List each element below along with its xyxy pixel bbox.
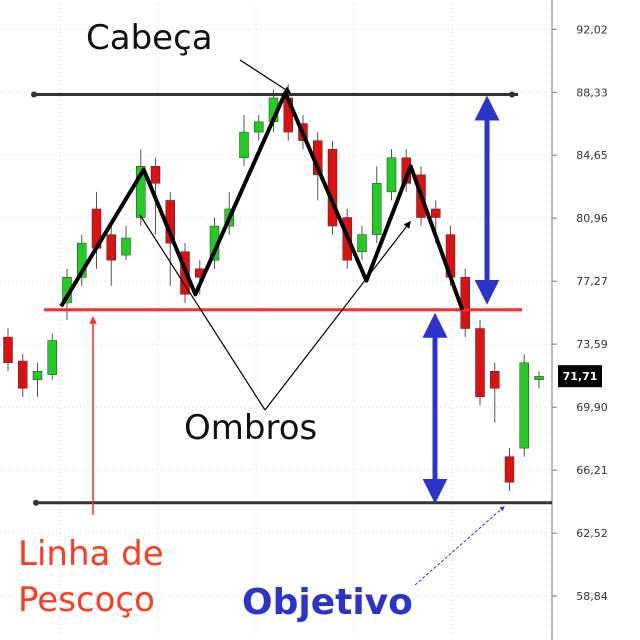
- y-tick-label: 58,84: [576, 590, 608, 603]
- y-tick-label: 84,65: [576, 149, 608, 162]
- candles: [3, 84, 544, 491]
- neckline-label-line2: Pescoço: [18, 580, 155, 620]
- candle-up: [77, 242, 87, 278]
- shoulders-label: Ombros: [184, 408, 318, 448]
- candle-up: [372, 183, 382, 235]
- y-tick-label: 73,59: [576, 338, 608, 351]
- candle-down: [504, 456, 515, 483]
- head-line-dot-right: [509, 91, 515, 98]
- y-tick-label: 80,96: [576, 212, 608, 225]
- last-price-label: 71,71: [563, 370, 598, 383]
- target-label: Objetivo: [242, 582, 413, 623]
- shoulder-pointer-right: [264, 220, 411, 411]
- candle-up: [47, 340, 57, 375]
- candle-up: [254, 121, 264, 133]
- y-tick-label: 62,52: [576, 527, 608, 540]
- y-tick-label: 69,90: [576, 401, 608, 414]
- neckline-label-line1: Linha de: [18, 534, 164, 574]
- candle-up: [519, 362, 529, 449]
- head-line-dot-left: [31, 91, 37, 98]
- candle-down: [490, 370, 500, 389]
- price-axis: 92,02 88,33 84,65 80,96 77,27 73,59 69,90 66,21…: [551, 0, 608, 640]
- y-tick-label: 77,27: [576, 275, 608, 288]
- candle-up: [239, 131, 249, 158]
- candle-down: [460, 277, 470, 329]
- candle-up: [32, 370, 43, 381]
- candle-up: [357, 234, 367, 252]
- head-pointer: [239, 59, 292, 94]
- candle-down: [3, 336, 13, 363]
- candle-down: [150, 166, 161, 184]
- candle-up: [386, 157, 397, 193]
- head-label: Cabeça: [86, 18, 213, 58]
- pattern-overlay: 71,71: [31, 59, 602, 586]
- candle-up: [121, 237, 131, 256]
- y-tick-label: 88,33: [576, 86, 608, 99]
- candle-up: [534, 376, 544, 381]
- candle-down: [431, 208, 441, 218]
- shoulder-pointer-left: [139, 214, 266, 411]
- candle-up: [136, 166, 146, 218]
- y-tick-label: 92,02: [576, 23, 608, 36]
- candle-down: [475, 328, 485, 398]
- candle-down: [18, 360, 28, 389]
- y-tick-label: 66,21: [576, 464, 608, 477]
- target-pointer: [414, 506, 505, 586]
- target-line-dot: [33, 499, 39, 506]
- last-price-tag: [558, 365, 602, 388]
- candle-down: [327, 148, 338, 227]
- candle-down: [106, 234, 116, 261]
- grid: [0, 4, 552, 636]
